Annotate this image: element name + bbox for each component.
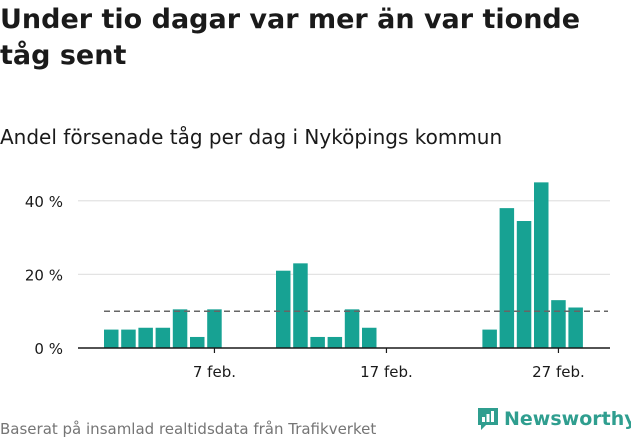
bar <box>344 309 360 348</box>
bar <box>172 309 188 348</box>
bar <box>362 327 377 348</box>
newsworthy-logo-icon <box>478 408 498 430</box>
bar <box>551 300 566 348</box>
bar <box>104 329 119 348</box>
source-note: Baserat på insamlad realtidsdata från Tr… <box>0 420 377 438</box>
x-tick-label: 7 feb. <box>193 363 236 381</box>
x-tick-label: 27 feb. <box>532 363 585 381</box>
bar <box>276 270 291 348</box>
chart-subtitle: Andel försenade tåg per dag i Nyköpings … <box>0 125 503 149</box>
bar <box>482 329 497 348</box>
x-tick-label: 17 feb. <box>360 363 413 381</box>
bar <box>155 327 171 348</box>
bar <box>138 327 153 348</box>
bar <box>568 307 583 348</box>
bar-chart: 0 % 20 % 40 % 7 feb. 17 feb. 27 feb. <box>25 182 610 381</box>
bars <box>104 182 583 348</box>
bar <box>293 263 308 348</box>
y-tick-label: 0 % <box>34 340 63 358</box>
bar <box>534 182 549 348</box>
bar <box>499 208 515 348</box>
newsworthy-logo: Newsworthy <box>476 406 631 432</box>
y-tick-label: 20 % <box>25 266 63 284</box>
axes: 0 % 20 % 40 % 7 feb. 17 feb. 27 feb. <box>25 193 610 381</box>
bar <box>207 309 222 348</box>
bar <box>310 336 325 348</box>
bar <box>327 336 343 348</box>
chart-title: Under tio dagar var mer än var tionde tå… <box>0 4 581 71</box>
y-tick-label: 40 % <box>25 193 63 211</box>
brand-name: Newsworthy <box>504 408 631 430</box>
bar <box>516 221 532 348</box>
bar <box>121 329 136 348</box>
bar <box>190 336 205 348</box>
